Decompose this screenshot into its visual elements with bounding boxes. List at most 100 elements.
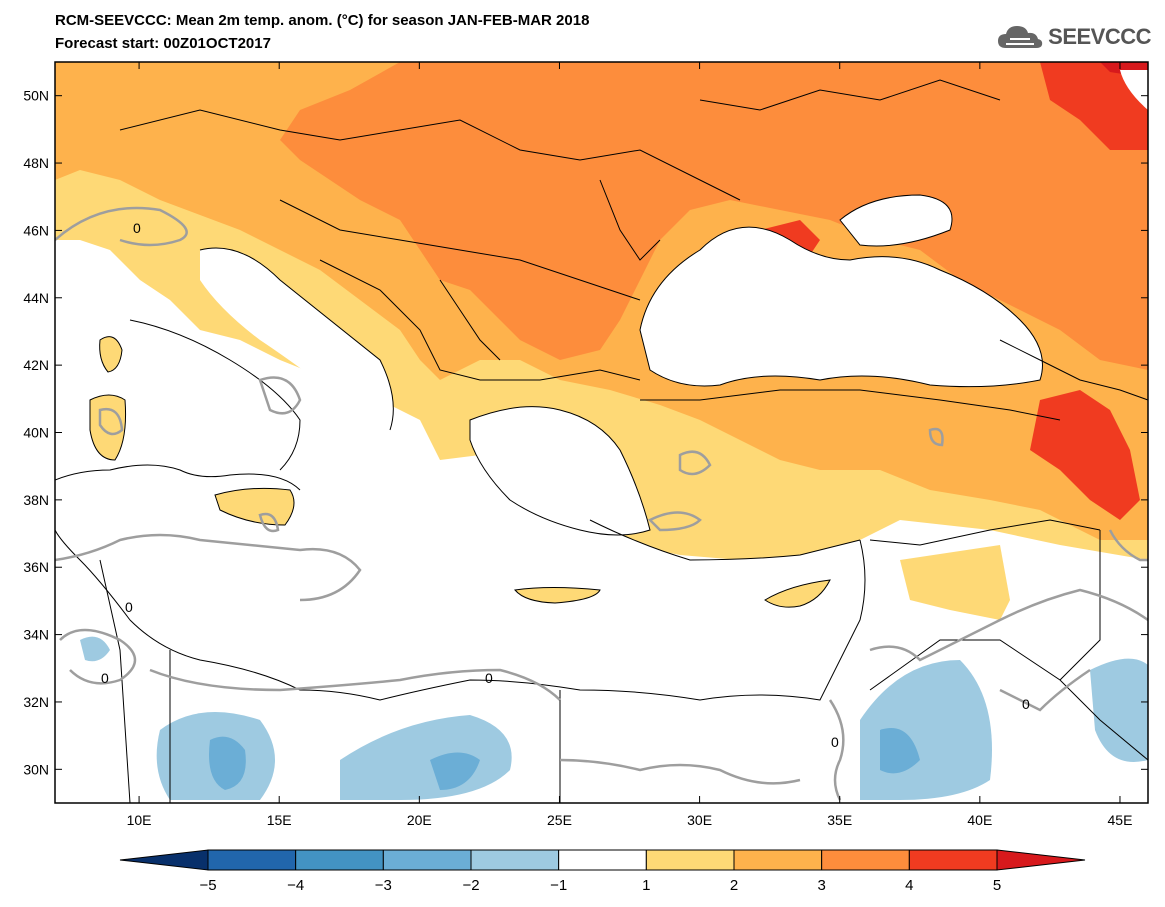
contour-label: 0 bbox=[101, 670, 109, 686]
anomaly-4-5-caucasus bbox=[1030, 390, 1140, 520]
colorbar-label: 5 bbox=[993, 877, 1001, 894]
aegean-coast bbox=[469, 406, 651, 536]
colorbar-label: 4 bbox=[905, 877, 913, 894]
black-sea-coast bbox=[639, 226, 1043, 388]
colorbar: −5 −4 −3 −2 −1 1 2 3 4 5 bbox=[119, 849, 1086, 894]
zero-contour-sicily bbox=[258, 512, 280, 533]
colorbar-box bbox=[908, 849, 998, 871]
zero-contour-egypt bbox=[559, 758, 801, 785]
anomaly-neg-libya-west-core bbox=[209, 736, 246, 790]
lon-tick-label: 10E bbox=[127, 812, 152, 828]
colorbar-label: 3 bbox=[817, 877, 825, 894]
cloud-icon bbox=[998, 26, 1043, 48]
colorbar-box bbox=[645, 849, 735, 871]
lon-tick-label: 30E bbox=[687, 812, 712, 828]
lon-tick-label: 40E bbox=[967, 812, 992, 828]
colorbar-box bbox=[558, 849, 647, 871]
corsica bbox=[99, 336, 123, 373]
contour-label: 0 bbox=[133, 220, 141, 236]
anomaly-neg-iraq bbox=[1090, 658, 1148, 762]
lat-tick-label: 50N bbox=[23, 88, 49, 104]
lat-tick-label: 30N bbox=[23, 761, 49, 777]
anomaly-neg-arabia-core bbox=[880, 728, 920, 774]
colorbar-box bbox=[470, 849, 560, 871]
turkey-south-coast bbox=[589, 519, 861, 561]
border-caucasus bbox=[999, 339, 1148, 401]
border-line-6 bbox=[699, 79, 1001, 111]
azov-coast bbox=[839, 194, 953, 247]
lon-tick-label: 15E bbox=[267, 812, 292, 828]
crete bbox=[514, 587, 601, 604]
lat-tick-label: 44N bbox=[23, 290, 49, 306]
anomaly-4-5-russia bbox=[1040, 62, 1148, 150]
lat-tick-label: 46N bbox=[23, 222, 49, 238]
forecast-start-subtitle: Forecast start: 00Z01OCT2017 bbox=[55, 35, 271, 52]
sicily bbox=[214, 487, 295, 526]
anomaly-neg-libya-east-core bbox=[430, 752, 480, 790]
cyprus bbox=[764, 579, 831, 608]
zero-contour-iran bbox=[1108, 529, 1148, 562]
lat-tick-label: 36N bbox=[23, 559, 49, 575]
lon-tick-label: 35E bbox=[827, 812, 852, 828]
zero-contour-anatolia-east bbox=[928, 427, 944, 447]
border-line-3 bbox=[319, 259, 641, 381]
zero-contour-anatolia-south bbox=[647, 511, 702, 532]
anomaly-map: 0 0 0 0 0 0 bbox=[55, 62, 1148, 803]
zero-contour-sardinia bbox=[98, 407, 124, 436]
map-title: RCM-SEEVCCC: Mean 2m temp. anom. (°C) fo… bbox=[55, 12, 590, 29]
lat-tick-label: 48N bbox=[23, 155, 49, 171]
seevccc-logo: SEEVCCC bbox=[996, 22, 1151, 52]
colorbar-label: −1 bbox=[550, 877, 567, 894]
adriatic-sea bbox=[200, 248, 394, 430]
contour-label: 0 bbox=[485, 670, 493, 686]
colorbar-below-min bbox=[119, 849, 209, 871]
longitude-axis: 10E 15E 20E 25E 30E 35E 40E 45E bbox=[127, 62, 1133, 828]
zero-contour-alps bbox=[55, 206, 188, 247]
border-line-4 bbox=[439, 279, 501, 361]
lon-tick-label: 45E bbox=[1108, 812, 1133, 828]
caspian-edge bbox=[1120, 70, 1148, 110]
colorbar-label: −5 bbox=[199, 877, 216, 894]
lat-tick-label: 32N bbox=[23, 694, 49, 710]
zero-contour-sinai bbox=[828, 699, 845, 801]
lat-tick-label: 34N bbox=[23, 627, 49, 643]
zero-contour-arabia-north bbox=[999, 668, 1091, 712]
border-syria-iraq bbox=[1059, 530, 1101, 681]
colorbar-label: 1 bbox=[642, 877, 650, 894]
contour-label: 0 bbox=[831, 734, 839, 750]
border-turkey-south bbox=[869, 519, 1101, 546]
latitude-axis: 50N 48N 46N 44N 42N 40N 38N 36N 34N 32N 30N bbox=[23, 88, 1148, 777]
border-line-5 bbox=[599, 179, 661, 261]
lat-tick-label: 40N bbox=[23, 425, 49, 441]
adriatic-coast bbox=[199, 247, 394, 431]
colorbar-box bbox=[382, 849, 472, 871]
colorbar-label: −4 bbox=[287, 877, 304, 894]
zero-contour-anatolia-west bbox=[678, 450, 712, 476]
anomaly-1-2-syria bbox=[900, 545, 1010, 620]
north-africa-coast-west bbox=[55, 464, 301, 491]
sea-of-azov bbox=[840, 195, 952, 246]
border-line-1 bbox=[119, 109, 741, 201]
lat-tick-label: 42N bbox=[23, 357, 49, 373]
contour-label: 0 bbox=[1022, 696, 1030, 712]
zero-contour-north-africa bbox=[55, 533, 362, 602]
tyrrhenian-sea bbox=[115, 320, 300, 475]
colorbar-label: −2 bbox=[462, 877, 479, 894]
colorbar-box bbox=[295, 849, 384, 871]
anomaly-neg-algeria bbox=[80, 636, 110, 662]
zero-contour-syria bbox=[869, 588, 1148, 662]
zero-contour-italy bbox=[258, 376, 302, 415]
border-turkey-north bbox=[640, 389, 1061, 421]
border-arabia bbox=[869, 639, 1148, 761]
colorbar-above-max bbox=[996, 849, 1086, 871]
colorbar-label: 2 bbox=[730, 877, 738, 894]
colorbar-label: −3 bbox=[375, 877, 392, 894]
contour-labels: 0 0 0 0 0 0 bbox=[101, 220, 1030, 750]
colorbar-box bbox=[207, 849, 297, 871]
colorbar-box bbox=[821, 849, 910, 871]
lat-tick-label: 38N bbox=[23, 492, 49, 508]
anomaly-fields bbox=[55, 62, 1148, 800]
zero-contour-libya bbox=[149, 668, 561, 701]
zero-contour-algeria bbox=[59, 628, 137, 685]
